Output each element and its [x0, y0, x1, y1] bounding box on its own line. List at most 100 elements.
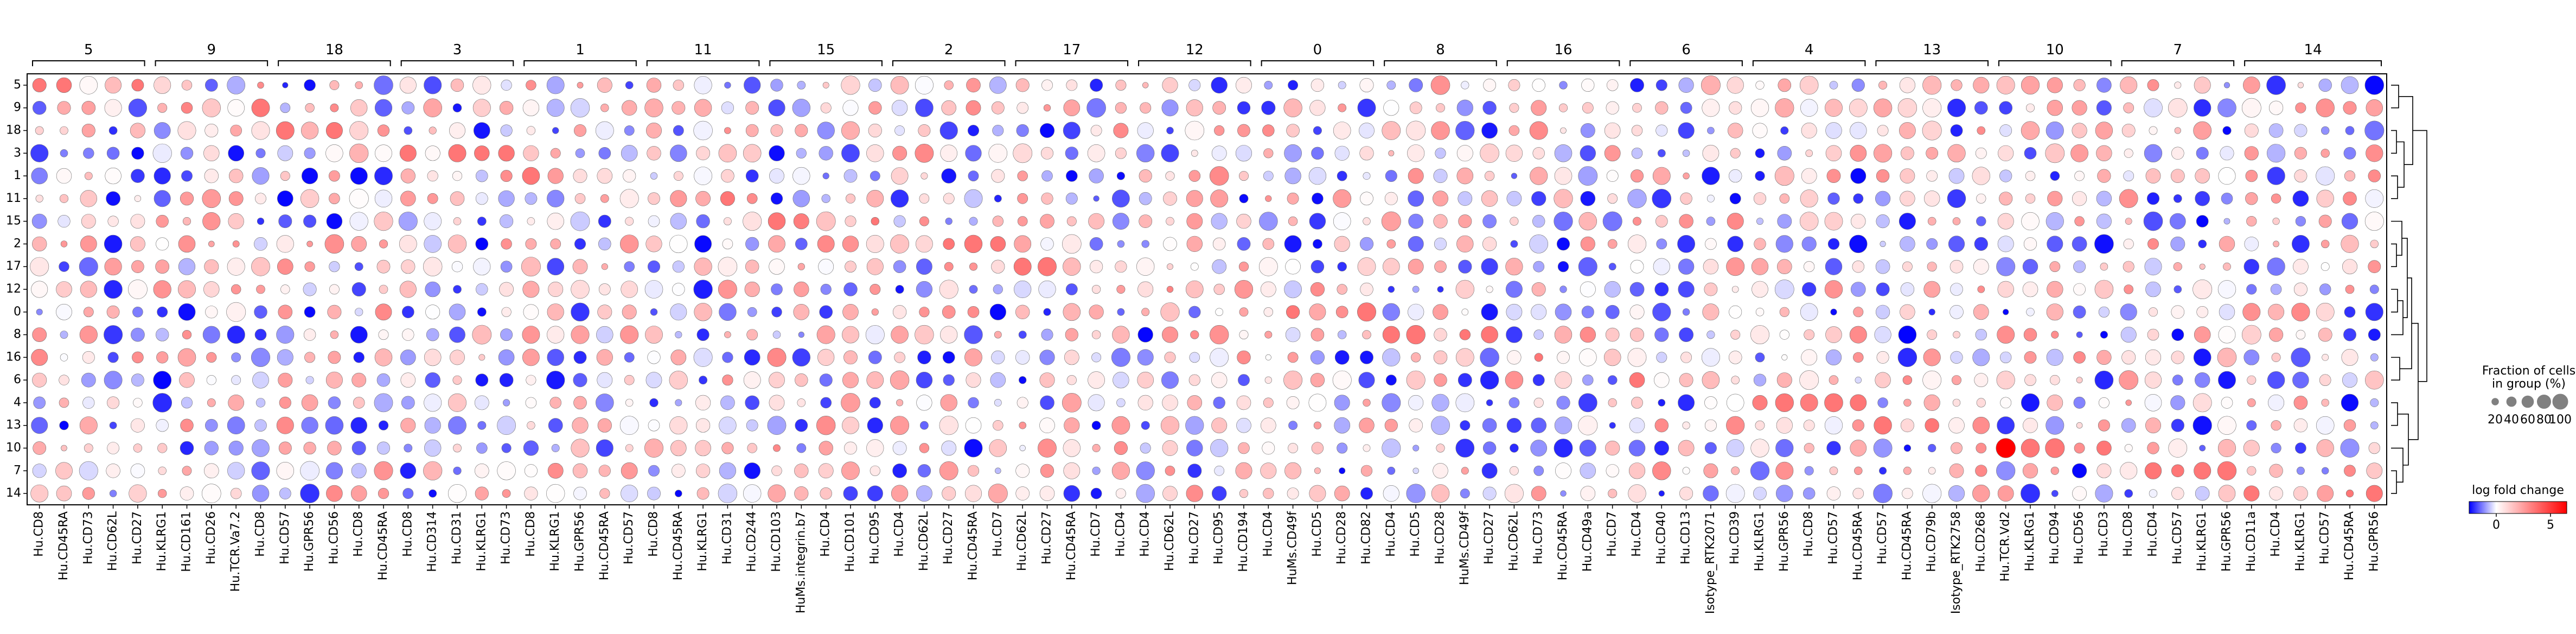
dot: [693, 347, 713, 367]
dot: [1996, 438, 2016, 458]
dot: [1142, 82, 1149, 88]
dot: [1455, 121, 1475, 141]
group-label: 4: [1805, 42, 1814, 58]
x-tick-label: Hu.CD314: [426, 511, 439, 572]
dot: [1041, 147, 1054, 160]
dot: [646, 78, 662, 93]
dot: [1065, 328, 1078, 341]
dot: [1529, 234, 1549, 253]
dot: [2147, 238, 2159, 250]
dot: [1755, 352, 1765, 363]
dot: [1950, 124, 1963, 137]
dot: [1706, 330, 1715, 339]
dot: [1826, 169, 1841, 183]
dot: [2149, 489, 2158, 498]
dot: [991, 169, 1005, 183]
dot: [1191, 149, 1198, 157]
dot: [1508, 397, 1520, 408]
dot: [304, 306, 316, 318]
dot: [1360, 465, 1373, 477]
y-tick-label: 7: [14, 464, 21, 477]
dot: [1779, 329, 1789, 340]
dot: [939, 461, 958, 480]
dot: [276, 235, 294, 253]
dot: [2174, 127, 2181, 134]
dot: [1311, 260, 1325, 274]
dot: [2144, 98, 2163, 117]
dot: [374, 393, 393, 413]
dot: [915, 325, 934, 345]
dot: [2024, 374, 2036, 386]
x-tick-label: Hu.CD49a: [1581, 511, 1594, 572]
dot: [571, 439, 590, 458]
dot: [374, 348, 393, 366]
dot: [228, 191, 244, 206]
dot: [1948, 236, 1965, 252]
group-label: 10: [2046, 42, 2064, 58]
dot: [60, 331, 68, 339]
dot: [401, 101, 415, 115]
dot: [1850, 394, 1867, 411]
dot: [351, 441, 366, 455]
dot: [2070, 144, 2089, 162]
dot: [1977, 286, 1985, 293]
dot: [2195, 191, 2210, 206]
dot: [1975, 465, 1987, 477]
dot: [304, 147, 316, 159]
dot: [720, 191, 735, 206]
dot: [841, 461, 860, 480]
dot: [1558, 103, 1568, 112]
x-tick-label: Hu.CD45RA: [1065, 511, 1078, 580]
dot: [55, 462, 73, 480]
x-tick-label: Hu.CD4: [1114, 511, 1127, 557]
dot: [2174, 194, 2182, 203]
dot: [1582, 374, 1594, 386]
dot: [2074, 216, 2085, 226]
dot: [1116, 172, 1125, 180]
dot: [1849, 98, 1868, 117]
dot: [644, 438, 664, 458]
dot: [696, 328, 709, 341]
dot: [994, 194, 1002, 202]
y-tick-label: 13: [6, 419, 21, 432]
dot: [1627, 348, 1647, 367]
dot: [1112, 213, 1129, 230]
dot: [227, 99, 245, 117]
dot: [2199, 263, 2206, 270]
dot: [598, 237, 611, 251]
dot: [1801, 349, 1818, 366]
dot: [994, 331, 1002, 339]
dot: [2072, 463, 2087, 478]
dendrogram-branch: [2391, 470, 2397, 494]
dot: [575, 148, 585, 158]
dot: [1505, 371, 1524, 389]
dot: [2217, 439, 2236, 458]
dot: [746, 419, 758, 432]
dot: [2121, 350, 2136, 365]
dot: [177, 348, 196, 367]
dot: [81, 214, 96, 229]
dot: [892, 145, 907, 161]
dot: [1482, 418, 1497, 433]
dot: [1754, 238, 1766, 250]
dot: [1729, 193, 1741, 205]
dot: [1041, 192, 1053, 205]
dot: [2073, 396, 2086, 409]
dot: [154, 167, 171, 185]
dot: [1927, 217, 1936, 226]
dot: [1775, 98, 1794, 118]
dot: [2021, 484, 2040, 504]
dot: [1531, 191, 1546, 206]
dot: [866, 258, 884, 275]
dot: [866, 234, 884, 253]
dot: [1876, 305, 1890, 319]
dot: [1824, 280, 1843, 299]
x-tick-label: Hu.CD56: [327, 511, 341, 565]
dot: [1803, 487, 1816, 500]
dot: [129, 484, 147, 503]
dot: [355, 308, 363, 316]
dot: [79, 76, 98, 94]
dot: [399, 234, 417, 253]
dot: [30, 144, 49, 162]
dot: [1830, 308, 1837, 315]
